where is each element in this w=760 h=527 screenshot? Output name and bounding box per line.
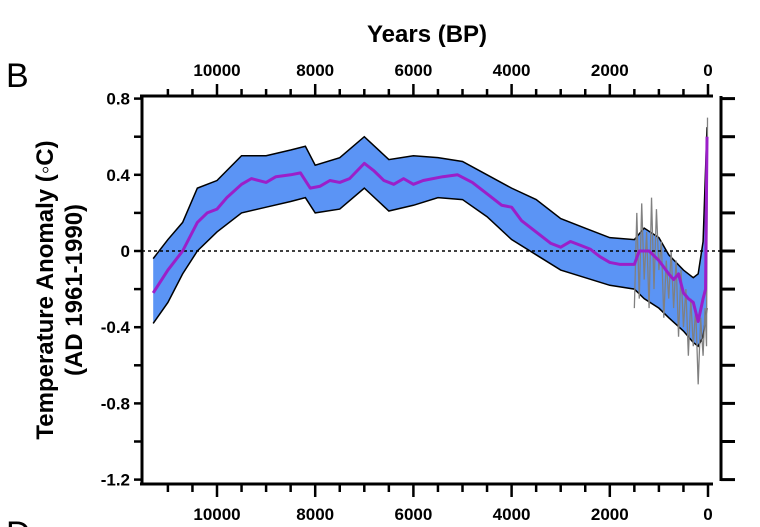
band-upper-edge (152, 127, 708, 279)
top-x-tick-label: 6000 (394, 61, 432, 80)
top-x-tick-label: 0 (703, 61, 712, 80)
y-tick-label: 0.4 (106, 166, 130, 185)
band-lower-edge (152, 187, 708, 348)
mean-series-line (151, 136, 709, 323)
bottom-x-tick-label: 6000 (394, 505, 432, 524)
panel-label: B (6, 57, 29, 95)
bottom-x-tick-label: 2000 (591, 505, 629, 524)
y-tick-label: -0.8 (101, 394, 130, 413)
top-x-tick-label: 4000 (493, 61, 531, 80)
plot-area (142, 117, 721, 385)
next-panel-label: D (6, 515, 31, 527)
y-tick-label: -0.4 (101, 318, 131, 337)
y-tick-label: 0 (121, 242, 130, 261)
top-x-tick-label: 8000 (296, 61, 334, 80)
top-x-tick-label: 2000 (591, 61, 629, 80)
uncertainty-band (153, 127, 707, 347)
bottom-x-tick-label: 0 (703, 505, 712, 524)
bottom-x-tick-label: 4000 (493, 505, 531, 524)
top-x-tick-label: 10000 (193, 61, 240, 80)
axes: 10000 10000 8000 8000 6000 6000 4000 4000 2000 20… (101, 61, 735, 524)
bottom-x-tick-label: 8000 (296, 505, 334, 524)
x-axis-title: Years (BP) (367, 21, 487, 48)
y-tick-label: 0.8 (106, 90, 130, 109)
y-axis-subtitle: (AD 1961-1990) (61, 204, 88, 376)
bottom-x-tick-label: 10000 (193, 505, 240, 524)
y-axis-title: Temperature Anomaly (◦C) (32, 140, 59, 439)
y-tick-label: -1.2 (101, 471, 130, 490)
